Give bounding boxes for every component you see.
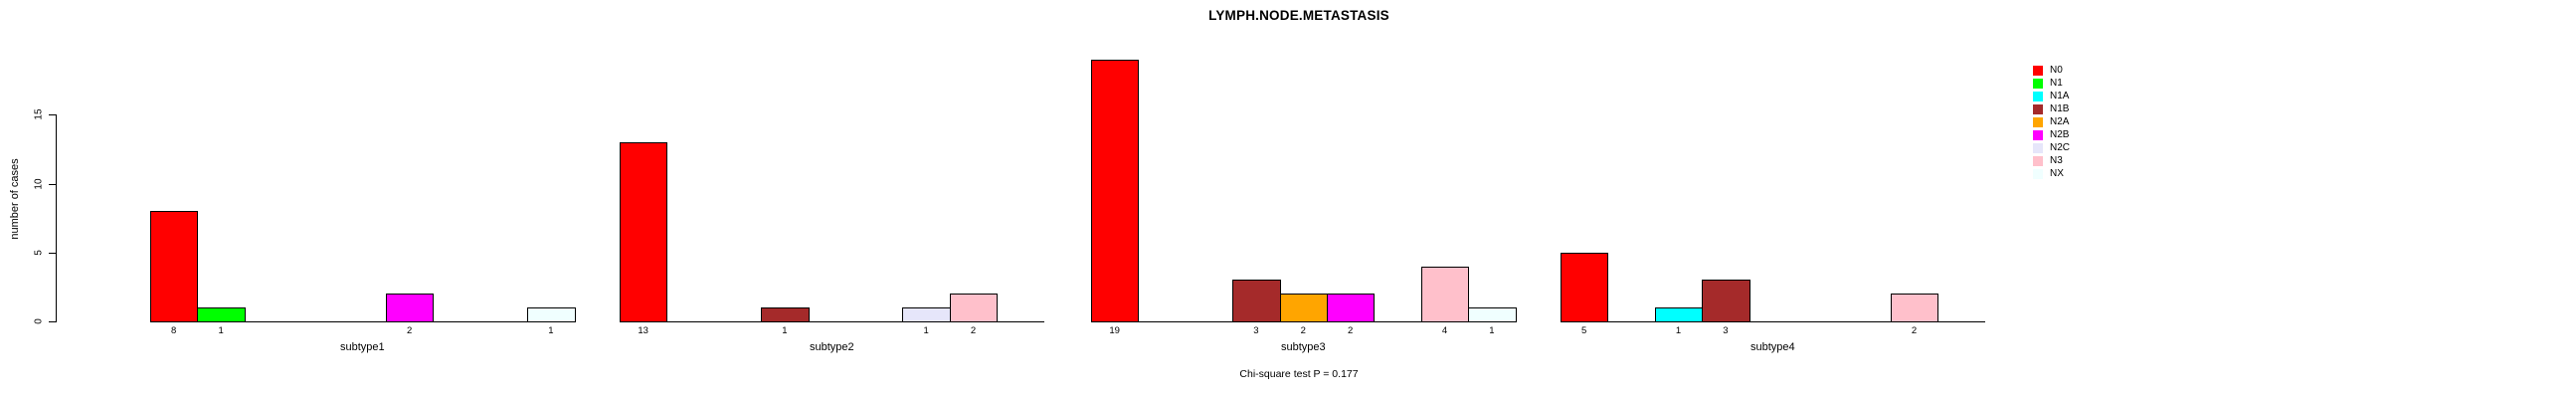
- legend-label: N2B: [2050, 129, 2070, 140]
- bar-value-label: 1: [1489, 325, 1495, 336]
- bar-subtype2-N3: [949, 294, 999, 322]
- bar-value-label: 1: [218, 325, 224, 336]
- bar-subtype3-N2B: [1327, 294, 1376, 322]
- legend-label: N1: [2050, 78, 2063, 89]
- bar-subtype4-N1B: [1702, 280, 1750, 322]
- bar-value-label: 1: [548, 325, 554, 336]
- legend-swatch-N3: [2033, 155, 2043, 166]
- y-axis-title: number of cases: [9, 158, 21, 240]
- legend-swatch-N2B: [2033, 129, 2043, 140]
- bar-subtype3-NX: [1468, 307, 1517, 322]
- legend-label: N1A: [2050, 91, 2070, 101]
- legend-item-N3: N3: [2033, 154, 2070, 167]
- bar-subtype1-NX: [527, 307, 576, 322]
- legend-item-NX: NX: [2033, 167, 2070, 180]
- group-label-subtype2: subtype2: [809, 341, 854, 353]
- legend-item-N1: N1: [2033, 77, 2070, 90]
- bar-value-label: 1: [923, 325, 929, 336]
- y-axis-line: [56, 114, 57, 322]
- bar-value-label: 2: [970, 325, 977, 336]
- chi-square-note: Chi-square test P = 0.177: [1239, 368, 1359, 380]
- y-tick-mark: [49, 252, 56, 254]
- group-label-subtype3: subtype3: [1280, 341, 1326, 353]
- legend-swatch-N1B: [2033, 103, 2043, 114]
- bar-subtype2-N2C: [902, 307, 951, 322]
- bar-subtype3-N2A: [1279, 294, 1328, 322]
- legend-label: N0: [2050, 65, 2063, 76]
- chart-title: LYMPH.NODE.METASTASIS: [1208, 8, 1389, 23]
- bar-subtype3-N0: [1091, 60, 1140, 322]
- bar-subtype4-N0: [1561, 253, 1609, 322]
- bar-value-label: 3: [1253, 325, 1259, 336]
- bar-subtype1-N2B: [386, 294, 435, 322]
- x-axis-line: [1561, 321, 1985, 322]
- legend-swatch-N0: [2033, 65, 2043, 76]
- bar-subtype1-N1: [197, 307, 246, 322]
- bar-value-label: 1: [1675, 325, 1682, 336]
- y-tick-label: 0: [33, 318, 45, 324]
- legend: N0 N1 N1A N1B N2A N2B N2C N3 NX: [2033, 64, 2070, 180]
- legend-item-N2A: N2A: [2033, 115, 2070, 128]
- y-tick-mark: [49, 114, 56, 116]
- legend-label: N1B: [2050, 103, 2070, 114]
- bar-value-label: 1: [782, 325, 788, 336]
- bar-subtype1-N0: [150, 211, 199, 322]
- legend-item-N2C: N2C: [2033, 141, 2070, 154]
- bar-value-label: 2: [1300, 325, 1306, 336]
- legend-swatch-N2C: [2033, 142, 2043, 153]
- bar-value-label: 4: [1441, 325, 1448, 336]
- legend-swatch-N1A: [2033, 91, 2043, 101]
- bar-value-label: 2: [407, 325, 413, 336]
- bar-subtype2-N1B: [761, 307, 810, 322]
- bar-value-label: 8: [171, 325, 177, 336]
- bar-subtype4-N3: [1890, 294, 1939, 322]
- legend-item-N0: N0: [2033, 64, 2070, 77]
- bar-subtype2-N0: [620, 142, 668, 322]
- group-label-subtype4: subtype4: [1749, 341, 1795, 353]
- y-tick-label: 5: [33, 249, 45, 256]
- bar-value-label: 3: [1723, 325, 1729, 336]
- y-tick-mark: [49, 321, 56, 322]
- bar-value-label: 5: [1581, 325, 1587, 336]
- bar-value-label: 2: [1348, 325, 1354, 336]
- legend-label: N2C: [2050, 142, 2071, 153]
- legend-swatch-N2A: [2033, 116, 2043, 127]
- bar-value-label: 13: [638, 325, 648, 336]
- legend-label: N3: [2050, 155, 2063, 166]
- bar-subtype4-N1A: [1654, 307, 1704, 322]
- x-axis-line: [620, 321, 1044, 322]
- bar-subtype3-N1B: [1232, 280, 1281, 322]
- legend-item-N2B: N2B: [2033, 128, 2070, 141]
- legend-swatch-N1: [2033, 78, 2043, 89]
- y-tick-mark: [49, 183, 56, 185]
- legend-swatch-NX: [2033, 168, 2043, 179]
- group-label-subtype1: subtype1: [339, 341, 385, 353]
- legend-label: N2A: [2050, 116, 2070, 127]
- bar-subtype3-N3: [1420, 267, 1470, 322]
- bar-value-label: 19: [1109, 325, 1120, 336]
- x-axis-line: [150, 321, 575, 322]
- bar-value-label: 2: [1911, 325, 1918, 336]
- legend-label: NX: [2050, 168, 2064, 179]
- legend-item-N1B: N1B: [2033, 102, 2070, 115]
- y-tick-label: 10: [33, 177, 45, 190]
- legend-item-N1A: N1A: [2033, 90, 2070, 102]
- y-tick-label: 15: [33, 108, 45, 120]
